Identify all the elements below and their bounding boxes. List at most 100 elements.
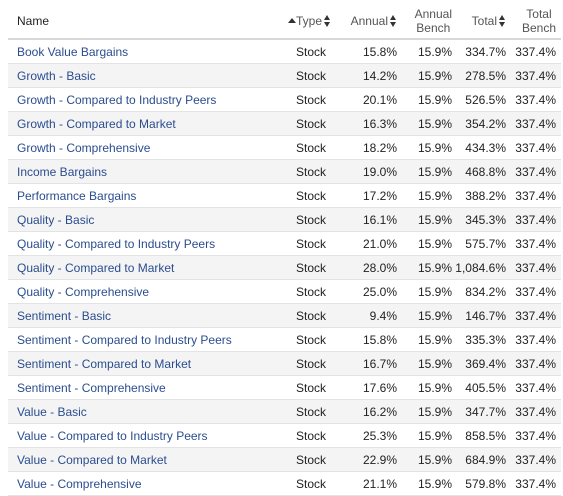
total-bench-label-line2: Bench — [521, 21, 556, 35]
row-type: Stock — [296, 452, 327, 467]
row-total: 146.7% — [465, 308, 506, 323]
row-name-link[interactable]: Book Value Bargains — [17, 44, 129, 59]
row-name-link[interactable]: Quality - Comprehensive — [17, 284, 150, 299]
row-total-bench-cell: 337.4% — [506, 261, 556, 275]
row-type-cell: Stock — [296, 261, 339, 275]
row-name-link[interactable]: Growth - Compared to Industry Peers — [17, 92, 217, 107]
row-total: 388.2% — [465, 188, 506, 203]
row-total: 354.2% — [465, 116, 506, 131]
row-total-bench: 337.4% — [515, 236, 556, 251]
row-annual-bench-cell: 15.9% — [397, 261, 452, 275]
row-total-bench: 337.4% — [515, 380, 556, 395]
row-annual-cell: 16.3% — [339, 117, 397, 131]
row-total-bench: 337.4% — [515, 188, 556, 203]
row-name-link[interactable]: Performance Bargains — [17, 188, 137, 203]
row-name-link-cell: Value - Basic — [8, 405, 296, 419]
row-name-link[interactable]: Growth - Basic — [17, 68, 96, 83]
row-type-cell: Stock — [296, 309, 339, 323]
row-total-bench-cell: 337.4% — [506, 237, 556, 251]
row-type-cell: Stock — [296, 381, 339, 395]
row-total-bench: 337.4% — [515, 44, 556, 59]
row-total-bench-cell: 337.4% — [506, 357, 556, 371]
row-total: 468.8% — [465, 164, 506, 179]
row-type: Stock — [296, 164, 327, 179]
row-annual-bench-cell: 15.9% — [397, 93, 452, 107]
row-name-link[interactable]: Value - Comprehensive — [17, 476, 142, 491]
row-total-bench-cell: 337.4% — [506, 213, 556, 227]
row-name-link-cell: Income Bargains — [8, 165, 296, 179]
row-type-cell: Stock — [296, 93, 339, 107]
row-annual-cell: 18.2% — [339, 141, 397, 155]
row-total-cell: 434.3% — [452, 141, 506, 155]
row-annual: 17.6% — [362, 380, 397, 395]
row-name-link-cell: Quality - Compared to Industry Peers — [8, 237, 296, 251]
row-total-bench: 337.4% — [515, 428, 556, 443]
row-total-bench-cell: 337.4% — [506, 117, 556, 131]
table-row: Value - Comprehensive Stock 21.1% 15.9% 579.… — [8, 472, 561, 496]
sort-up-icon[interactable] — [288, 18, 296, 23]
table-row: Sentiment - Compared to Market Stock 16.7%… — [8, 352, 561, 376]
row-annual-bench: 15.9% — [417, 476, 452, 491]
row-name-link[interactable]: Sentiment - Compared to Industry Peers — [17, 332, 232, 347]
row-total-bench-cell: 337.4% — [506, 333, 556, 347]
row-name-link[interactable]: Value - Basic — [17, 404, 87, 419]
row-annual: 15.8% — [362, 44, 397, 59]
row-total: 575.7% — [465, 236, 506, 251]
row-annual-bench: 15.9% — [417, 380, 452, 395]
row-total-cell: 369.4% — [452, 357, 506, 371]
row-total-bench: 337.4% — [515, 260, 556, 275]
row-total: 858.5% — [465, 428, 506, 443]
row-annual-bench-cell: 15.9% — [397, 117, 452, 131]
row-name-link[interactable]: Value - Compared to Market — [17, 452, 167, 467]
row-name-link[interactable]: Value - Compared to Industry Peers — [17, 428, 208, 443]
row-name-link[interactable]: Quality - Compared to Market — [17, 260, 175, 275]
row-annual: 14.2% — [362, 68, 397, 83]
table-row: Value - Basic Stock 16.2% 15.9% 347.7% 337.4% — [8, 400, 561, 424]
row-annual-cell: 17.2% — [339, 189, 397, 203]
row-annual-bench-cell: 15.9% — [397, 477, 452, 491]
row-annual-bench-cell: 15.9% — [397, 285, 452, 299]
row-type: Stock — [296, 404, 327, 419]
row-annual: 25.3% — [362, 428, 397, 443]
column-header-name[interactable]: Name — [17, 13, 50, 28]
row-name-link[interactable]: Income Bargains — [17, 164, 108, 179]
column-header-annual-bench[interactable]: Annual Bench — [397, 7, 452, 35]
row-annual-bench-cell: 15.9% — [397, 189, 452, 203]
row-name-link-cell: Quality - Compared to Market — [8, 261, 296, 275]
row-type-cell: Stock — [296, 405, 339, 419]
row-annual-bench: 15.9% — [417, 404, 452, 419]
row-annual-cell: 15.8% — [339, 45, 397, 59]
row-name-link[interactable]: Growth - Compared to Market — [17, 116, 176, 131]
column-header-total[interactable]: Total — [452, 14, 506, 28]
row-total-cell: 347.7% — [452, 405, 506, 419]
sort-icon[interactable] — [390, 15, 397, 27]
column-header-type[interactable]: Type — [296, 14, 339, 28]
annual-bench-label-line2: Bench — [416, 21, 451, 35]
row-annual-cell: 22.9% — [339, 453, 397, 467]
table-row: Sentiment - Basic Stock 9.4% 15.9% 146.7% 337… — [8, 304, 561, 328]
sort-icon[interactable] — [324, 15, 331, 27]
row-total: 345.3% — [465, 212, 506, 227]
row-total-bench: 337.4% — [515, 164, 556, 179]
row-total-bench-cell: 337.4% — [506, 45, 556, 59]
row-total: 1,084.6% — [455, 260, 506, 275]
row-annual-cell: 25.3% — [339, 429, 397, 443]
row-name-link[interactable]: Sentiment - Basic — [17, 308, 112, 323]
row-name-link[interactable]: Sentiment - Comprehensive — [17, 380, 166, 395]
row-name-link-cell: Quality - Basic — [8, 213, 296, 227]
row-name-link[interactable]: Quality - Basic — [17, 212, 95, 227]
row-annual-bench: 15.9% — [417, 260, 452, 275]
column-header-annual[interactable]: Annual — [339, 14, 397, 28]
row-name-link-cell: Sentiment - Basic — [8, 309, 296, 323]
row-type-cell: Stock — [296, 45, 339, 59]
row-name-link[interactable]: Sentiment - Compared to Market — [17, 356, 192, 371]
sort-icon[interactable] — [499, 15, 506, 27]
row-name-link[interactable]: Quality - Compared to Industry Peers — [17, 236, 216, 251]
row-annual: 18.2% — [362, 140, 397, 155]
column-header-total-bench[interactable]: Total Bench — [506, 7, 556, 35]
row-total-bench-cell: 337.4% — [506, 69, 556, 83]
row-annual: 25.0% — [362, 284, 397, 299]
row-total-cell: 334.7% — [452, 45, 506, 59]
row-type: Stock — [296, 140, 327, 155]
row-name-link[interactable]: Growth - Comprehensive — [17, 140, 151, 155]
